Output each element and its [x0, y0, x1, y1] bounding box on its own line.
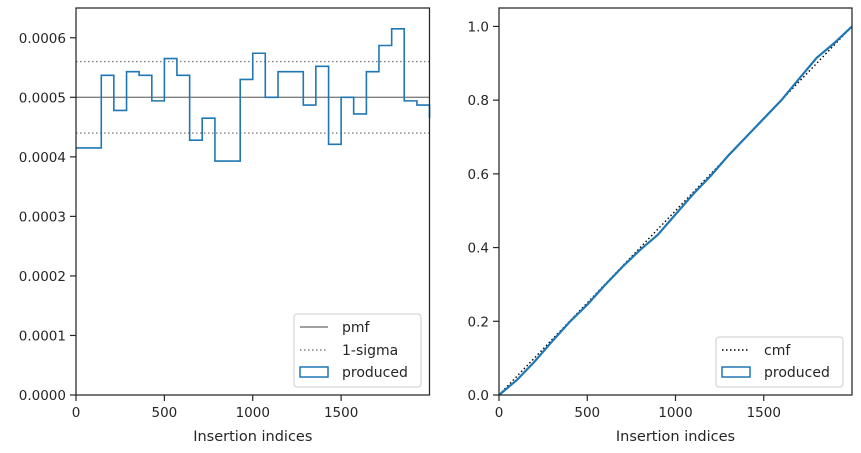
legend-produced-label: produced	[764, 365, 830, 381]
right-chart: 0 500 1000 1500 0.0 0.2 0.4 0.6 0.8 1.0 Insertio…	[468, 7, 853, 445]
y-tick-label: 0.2	[468, 314, 489, 330]
x-tick-label: 1500	[747, 405, 781, 421]
x-tick-label: 500	[574, 405, 600, 421]
y-ticks: 0.0 0.2 0.4 0.6 0.8 1.0	[468, 19, 499, 404]
y-tick-label: 0.4	[468, 241, 489, 257]
y-tick-label: 0.0005	[19, 90, 66, 106]
x-tick-label: 1500	[324, 405, 358, 421]
x-tick-label: 1000	[658, 405, 692, 421]
y-tick-label: 0.0000	[19, 388, 66, 404]
y-tick-label: 0.8	[468, 93, 489, 109]
y-tick-label: 0.0004	[19, 150, 66, 166]
y-tick-label: 0.0001	[19, 328, 66, 344]
legend-sigma-label: 1-sigma	[342, 343, 398, 359]
x-axis-label: Insertion indices	[193, 429, 312, 445]
y-tick-label: 0.0003	[19, 209, 66, 225]
legend-produced-handle	[721, 366, 751, 378]
legend: pmf 1-sigma produced	[293, 313, 422, 388]
x-tick-label: 500	[151, 405, 177, 421]
series-group	[76, 28, 431, 162]
legend-produced-handle	[299, 366, 329, 378]
x-tick-label: 1000	[236, 405, 270, 421]
produced-histogram	[76, 28, 431, 162]
legend-cmf-label: cmf	[764, 343, 791, 359]
y-tick-label: 0.0	[468, 388, 489, 404]
y-tick-label: 0.6	[468, 167, 489, 183]
series-group	[498, 25, 853, 396]
legend-box	[293, 313, 422, 388]
left-chart: 0 500 1000 1500 0.00000.00010.00020.00030.0…	[19, 7, 431, 445]
y-tick-label: 1.0	[468, 19, 489, 35]
x-ticks: 0 500 1000 1500	[495, 395, 781, 421]
produced-line	[498, 25, 853, 396]
legend: cmf produced	[715, 336, 844, 388]
y-ticks: 0.0000 0.0001 0.0002 0.0003 0.0004 0.0005 0.00…	[19, 31, 76, 404]
x-ticks: 0 500 1000 1500	[72, 395, 358, 421]
legend-produced-label: produced	[342, 365, 408, 381]
y-tick-label: 0.0006	[19, 31, 66, 47]
x-tick-label: 0	[495, 405, 504, 421]
y-tick-label: 0.0002	[19, 269, 66, 285]
x-tick-label: 0	[72, 405, 81, 421]
legend-pmf-label: pmf	[342, 320, 371, 336]
x-axis-label: Insertion indices	[616, 429, 735, 445]
legend-box	[715, 336, 844, 388]
